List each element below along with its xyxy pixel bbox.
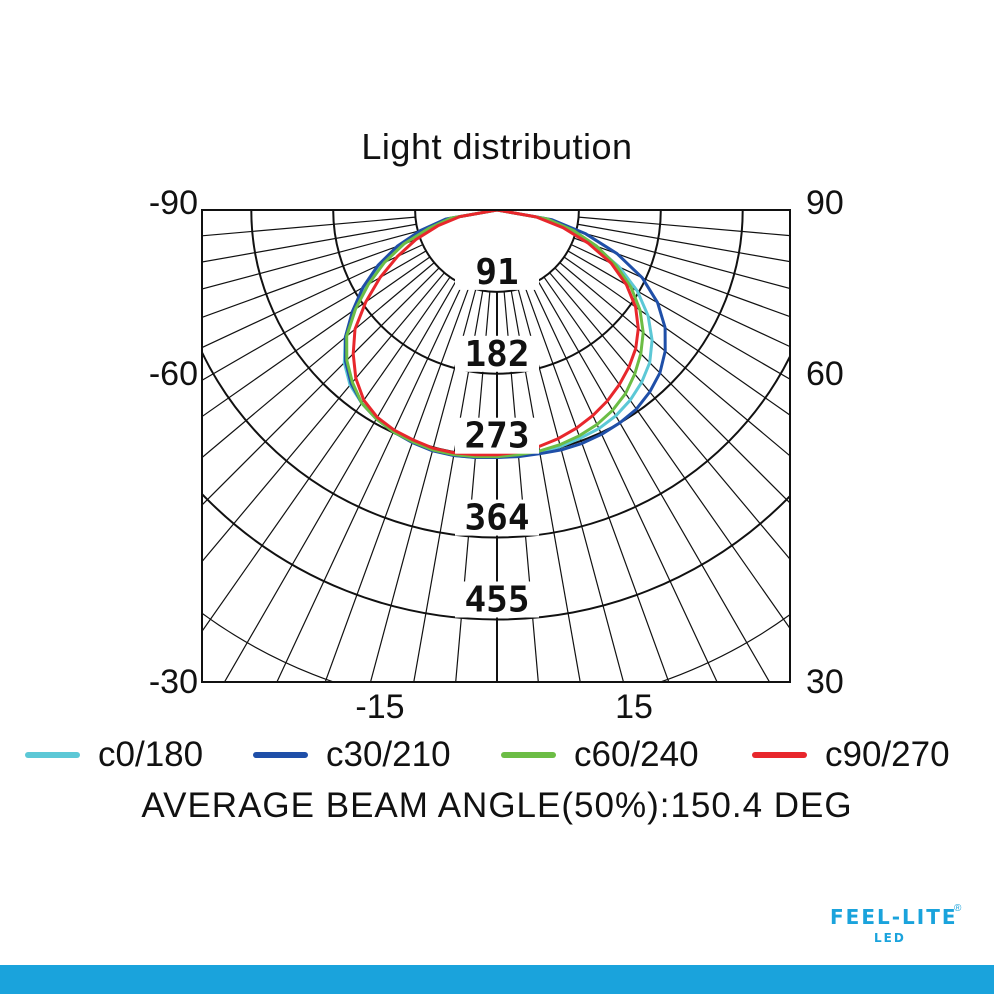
grid-ring: [202, 492, 790, 621]
legend-item-c60: c60/240: [501, 735, 699, 775]
grid-ring: [202, 349, 790, 539]
ring-label: 455: [464, 580, 529, 621]
series-line-c60-240: [345, 210, 645, 459]
grid-ring: [414, 210, 580, 293]
grid-spoke: [578, 216, 790, 237]
grid-spoke: [202, 250, 427, 382]
legend-swatch: [752, 752, 807, 758]
grid-spoke: [517, 288, 625, 682]
bottom-axis-label-right: 15: [615, 688, 653, 726]
grid-spoke: [202, 267, 440, 506]
legend-swatch: [501, 752, 556, 758]
grid-spoke: [202, 216, 416, 237]
grid-spoke: [549, 272, 790, 561]
logo-main-text: FEEL-LITE: [830, 905, 958, 929]
grid-spoke: [369, 288, 477, 682]
grid-spoke: [570, 244, 790, 348]
grid-spoke: [324, 286, 470, 682]
left-axis-label-middle: -60: [148, 355, 198, 393]
grid-spoke: [202, 223, 417, 263]
grid-spoke: [559, 262, 790, 457]
grid-spoke: [276, 283, 463, 682]
brand-logo: FEEL-LITE ® LED: [830, 903, 970, 955]
grid-spoke: [202, 272, 445, 563]
legend-swatch: [253, 752, 308, 758]
legend-item-c90: c90/270: [752, 735, 950, 775]
grid-spoke: [575, 230, 790, 290]
grid-spoke: [531, 283, 718, 682]
legend-label: c90/270: [825, 735, 950, 774]
ring-label: 273: [464, 416, 529, 457]
ring-label: 91: [475, 252, 518, 293]
right-axis-label-bottom: 30: [806, 663, 844, 701]
ring-label: 364: [464, 498, 529, 539]
plot-frame: [201, 209, 791, 683]
left-axis-label-top: -90: [148, 184, 198, 222]
grid-spoke: [537, 280, 771, 682]
grid-spoke: [510, 290, 581, 682]
legend: c0/180 c30/210 c60/240 c90/270: [0, 735, 994, 779]
legend-label: c60/240: [574, 735, 699, 774]
right-axis-label-top: 90: [806, 184, 844, 222]
grid-spoke: [202, 262, 435, 459]
legend-item-c30: c30/210: [253, 735, 451, 775]
grid-spoke: [223, 280, 457, 682]
ring-label: 182: [464, 334, 529, 375]
ring-label-bg: [455, 335, 539, 372]
ring-labels: 91 182 273 364 455: [455, 252, 539, 621]
series-line-c90-270: [351, 210, 640, 457]
ring-label-bg: [455, 581, 539, 618]
logo-sub-text: LED: [874, 931, 906, 945]
grid-spoke: [563, 256, 790, 416]
legend-item-c0: c0/180: [25, 735, 203, 775]
grid-spoke: [202, 256, 431, 418]
grid-spoke: [413, 290, 484, 682]
bottom-axis-label-left: -15: [355, 688, 405, 726]
ring-label-bg: [455, 417, 539, 454]
logo-registered-mark: ®: [954, 903, 962, 914]
grid-spoke: [543, 276, 790, 630]
left-axis-label-bottom: -30: [148, 663, 198, 701]
right-axis-label-middle: 60: [806, 355, 844, 393]
chart-title: Light distribution: [361, 126, 633, 167]
grid-spoke: [573, 237, 790, 318]
ring-label-bg: [455, 253, 539, 290]
polar-grid: [202, 210, 790, 682]
beam-angle-text: AVERAGE BEAM ANGLE(50%):150.4 DEG: [141, 786, 853, 825]
bottom-bar: [0, 965, 994, 994]
grid-spoke: [202, 237, 421, 319]
legend-label: c0/180: [98, 735, 204, 774]
grid-ring: [332, 210, 662, 375]
grid-spoke: [202, 230, 419, 290]
grid-spoke: [524, 286, 670, 682]
grid-spoke: [202, 276, 451, 633]
grid-spoke: [577, 223, 790, 263]
series-layer: [342, 210, 667, 459]
legend-label: c30/210: [326, 735, 451, 774]
grid-spoke: [202, 244, 424, 349]
grid-spoke: [554, 267, 790, 504]
ring-label-bg: [455, 499, 539, 536]
legend-swatch: [25, 752, 80, 758]
